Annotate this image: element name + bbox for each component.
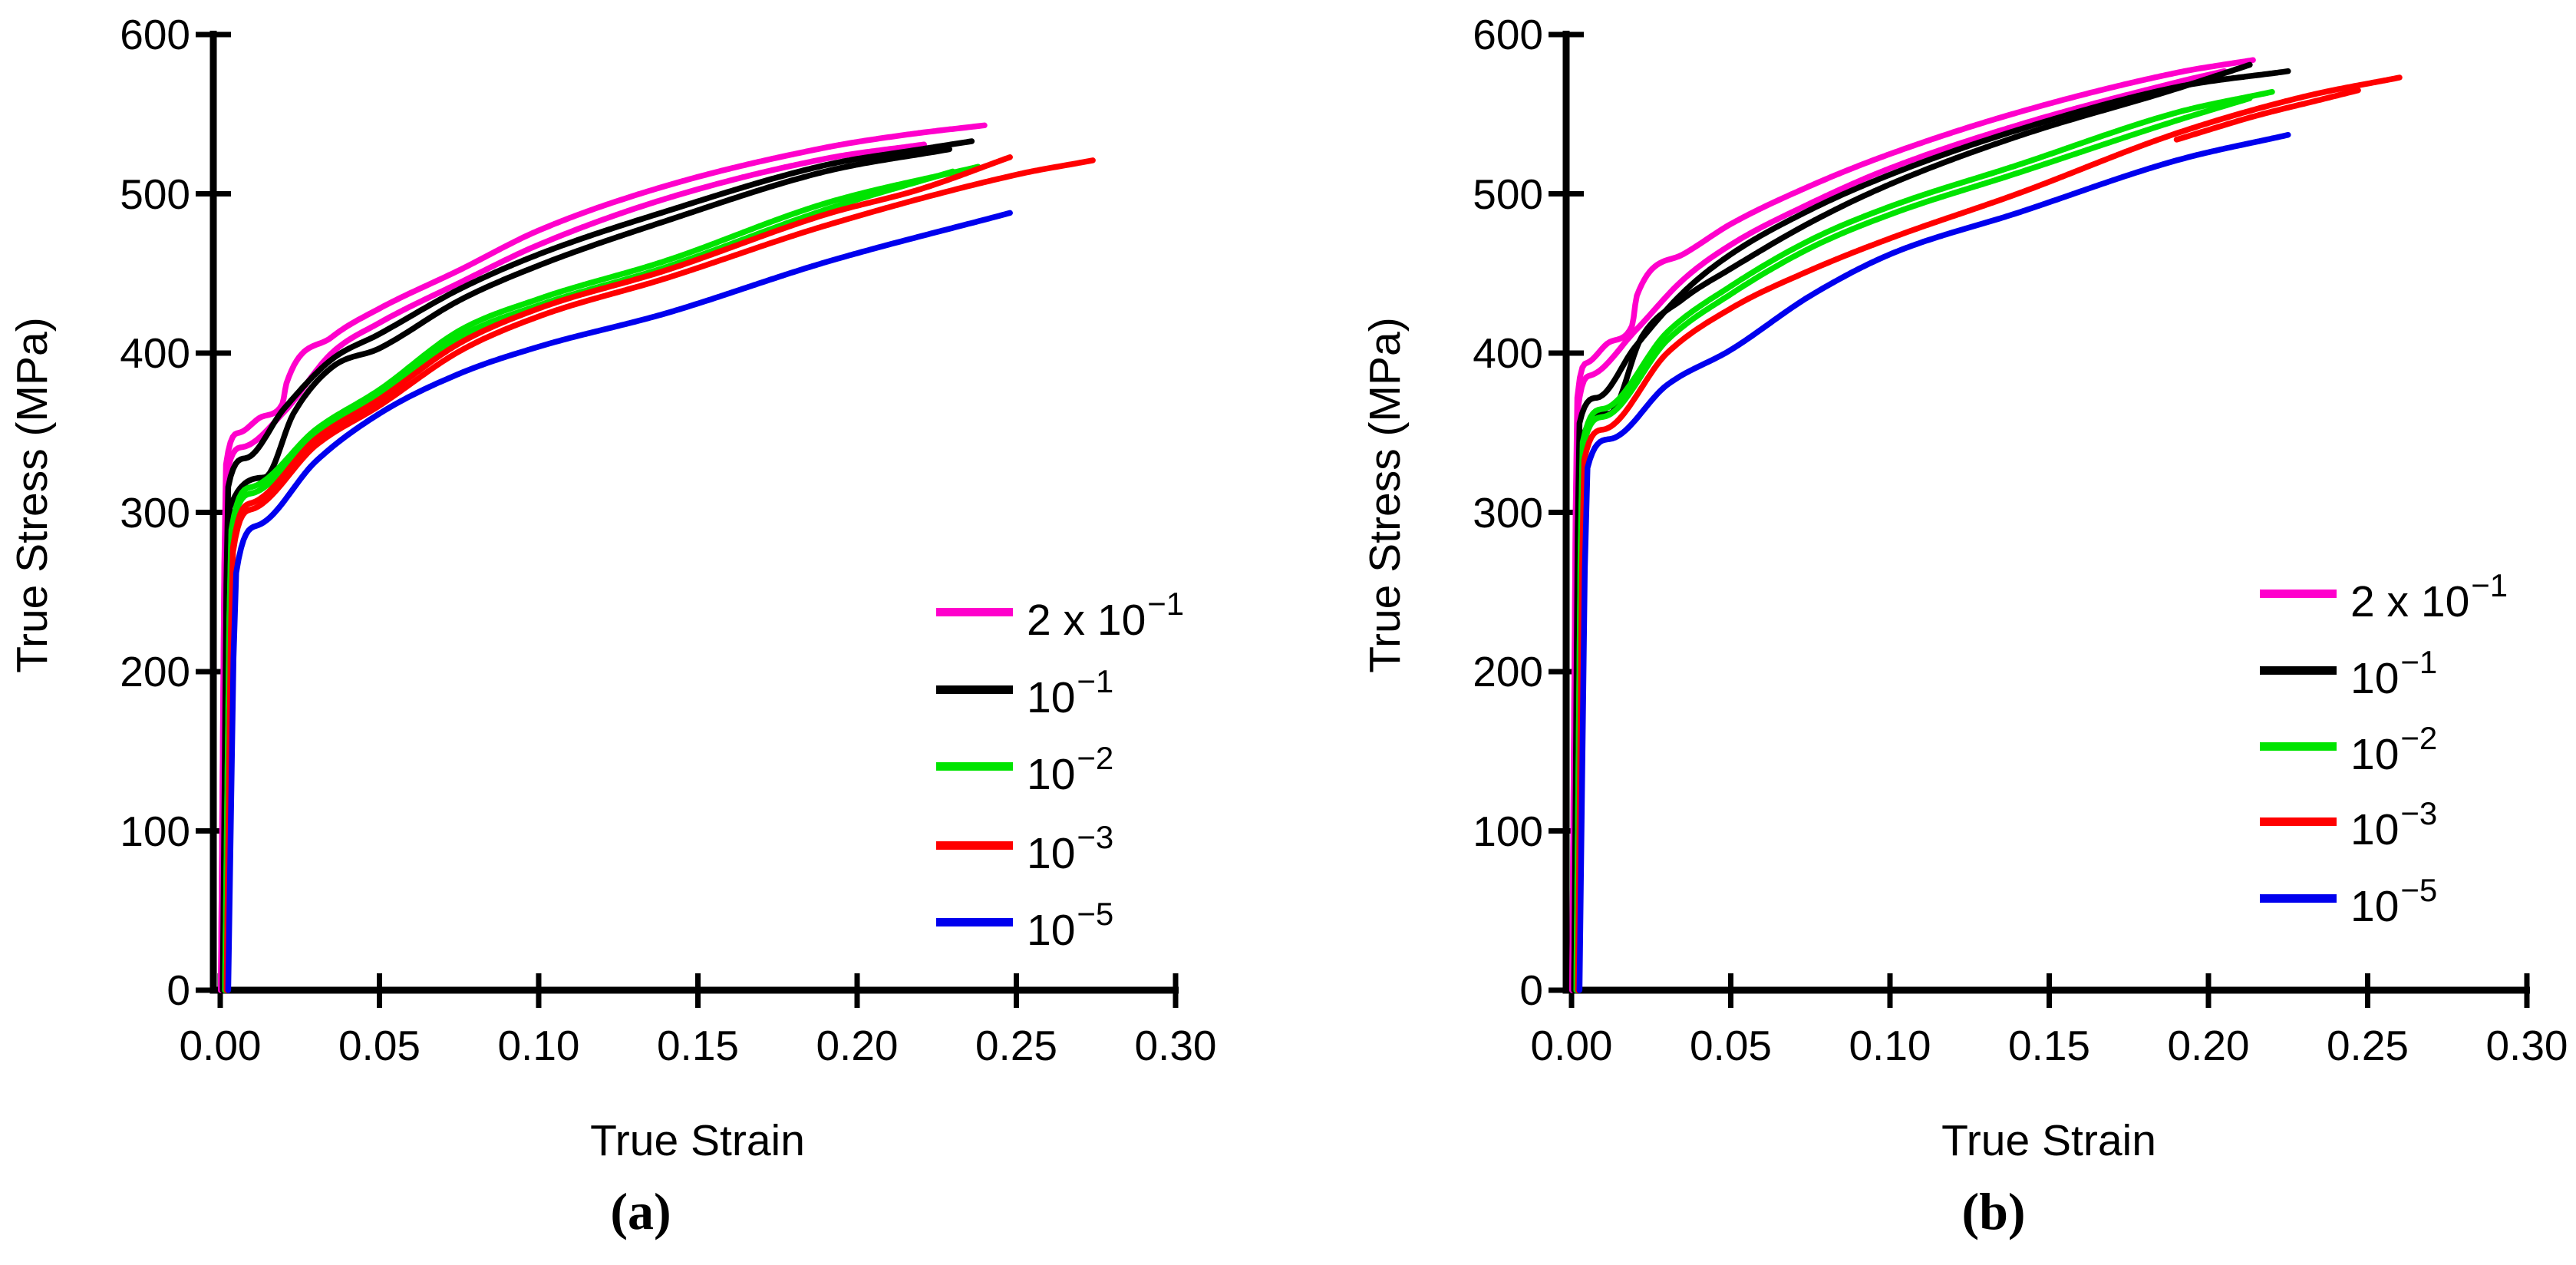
series-rate-1e-2-run2 <box>1573 88 2275 993</box>
x-tick-label: 0.05 <box>1689 1022 1773 1069</box>
legend-label: 2 x 10−1 <box>2350 560 2508 626</box>
legend-label-base: 10 <box>1027 829 1076 878</box>
legend-label-exponent: −1 <box>2400 644 2438 680</box>
y-tick-label: 100 <box>1473 807 1543 855</box>
legend-label: 10−2 <box>2350 712 2438 779</box>
y-tick-label: 100 <box>120 807 190 855</box>
x-tick-label: 0.05 <box>338 1022 421 1069</box>
y-tick-label: 200 <box>1473 648 1543 695</box>
legend-label-base: 2 x 10 <box>1027 596 1146 645</box>
legend-label: 10−3 <box>1027 811 1114 878</box>
x-tick-label: 0.10 <box>1849 1022 1931 1069</box>
y-tick-label: 200 <box>120 648 190 695</box>
legend-label-base: 10 <box>2350 805 2400 854</box>
legend-label-base: 10 <box>1027 906 1076 955</box>
y-tick-label: 400 <box>120 329 190 377</box>
x-tick-label: 0.30 <box>1134 1022 1217 1069</box>
y-tick-label: 500 <box>120 170 190 218</box>
x-tick-label: 0.20 <box>816 1022 899 1069</box>
y-tick-label: 300 <box>120 488 190 537</box>
legend-label-exponent: −1 <box>1147 586 1185 622</box>
x-tick-label: 0.15 <box>2007 1022 2091 1069</box>
legend-label-exponent: −5 <box>1077 896 1114 932</box>
series-rate-1e-2-run1 <box>1573 95 2253 993</box>
series-rate-1e-1-run2 <box>1571 61 2253 993</box>
series-rate-2e-1-run2 <box>218 141 927 993</box>
y-tick-label: 600 <box>1473 11 1543 58</box>
legend-label-base: 10 <box>1027 673 1076 722</box>
legend-swatch-line <box>936 685 1013 694</box>
legend-label-exponent: −1 <box>2471 567 2508 603</box>
series-rate-1e-5-run1 <box>225 210 1013 993</box>
x-axis-title-b: True Strain <box>1941 1116 2156 1165</box>
series-rate-2e-1-run2 <box>1569 68 2228 993</box>
series-rate-1e-3-run2 <box>223 157 1096 993</box>
x-tick-label: 0.00 <box>1530 1022 1613 1069</box>
legend-label: 2 x 10−1 <box>1027 578 1185 645</box>
x-tick-label: 0.10 <box>497 1022 580 1069</box>
y-axis-title-b: True Stress (MPa) <box>1361 317 1410 673</box>
legend-label: 10−1 <box>2350 636 2438 703</box>
series-rate-2e-1-run1 <box>1569 57 2256 993</box>
series-rate-1e-1-run2 <box>219 146 953 993</box>
x-tick-label: 0.30 <box>2485 1022 2568 1069</box>
legend-label-base: 2 x 10 <box>2350 577 2470 626</box>
legend-swatch-line <box>2260 894 2337 903</box>
subplot-label-a: (a) <box>610 1182 671 1240</box>
legend-label: 10−2 <box>1027 732 1114 799</box>
subplot-label-b: (b) <box>1961 1182 2026 1240</box>
series-rate-1e-2-run1 <box>222 163 981 993</box>
y-axis-title-a: True Stress (MPa) <box>8 317 57 673</box>
series-rate-1e-5-run1 <box>1576 131 2291 993</box>
legend-label-exponent: −2 <box>1077 740 1114 776</box>
series-rate-1e-3-fork <box>2173 87 2361 143</box>
y-tick-label: 300 <box>1473 488 1543 537</box>
y-tick-label: 0 <box>167 966 190 1014</box>
series-rate-1e-1-run1 <box>219 138 975 993</box>
legend-label-base: 10 <box>2350 882 2400 931</box>
x-tick-label: 0.25 <box>975 1022 1058 1069</box>
series-rate-1e-1-run1 <box>1571 68 2291 993</box>
x-tick-label: 0.00 <box>179 1022 262 1069</box>
legend-label: 10−1 <box>1027 656 1114 722</box>
y-tick-label: 400 <box>1473 329 1543 377</box>
legend-label: 10−5 <box>1027 888 1114 955</box>
legend-label-base: 10 <box>2350 654 2400 703</box>
y-tick-label: 600 <box>120 11 190 58</box>
legend-swatch-line <box>936 841 1013 850</box>
x-tick-label: 0.20 <box>2167 1022 2250 1069</box>
legend-label: 10−5 <box>2350 864 2438 931</box>
x-tick-label: 0.25 <box>2326 1022 2409 1069</box>
legend-label-exponent: −3 <box>1077 819 1114 855</box>
legend-label-exponent: −2 <box>2400 720 2438 756</box>
legend-swatch-line <box>2260 666 2337 675</box>
chart-a <box>196 31 1179 1008</box>
legend-swatch-line <box>2260 590 2337 598</box>
legend-label-base: 10 <box>2350 730 2400 779</box>
y-tick-label: 500 <box>1473 170 1543 218</box>
y-tick-label: 0 <box>1519 966 1543 1014</box>
x-axis-title-a: True Strain <box>590 1116 805 1165</box>
legend-label-exponent: −3 <box>2400 795 2438 831</box>
legend-swatch-line <box>936 608 1013 616</box>
legend-label-base: 10 <box>1027 750 1076 799</box>
legend-swatch-line <box>936 918 1013 926</box>
series-rate-1e-3-run1 <box>1575 74 2403 993</box>
chart-b <box>1549 31 2530 1008</box>
legend-swatch-line <box>936 762 1013 771</box>
legend-label-exponent: −5 <box>2400 872 2438 908</box>
series-rate-1e-3-run1 <box>223 154 1013 993</box>
legend-label-exponent: −1 <box>1077 663 1114 699</box>
x-tick-label: 0.15 <box>656 1022 740 1069</box>
legend-swatch-line <box>2260 817 2337 826</box>
legend-swatch-line <box>2260 742 2337 751</box>
legend-label: 10−3 <box>2350 788 2438 854</box>
series-rate-2e-1-run1 <box>218 122 988 993</box>
